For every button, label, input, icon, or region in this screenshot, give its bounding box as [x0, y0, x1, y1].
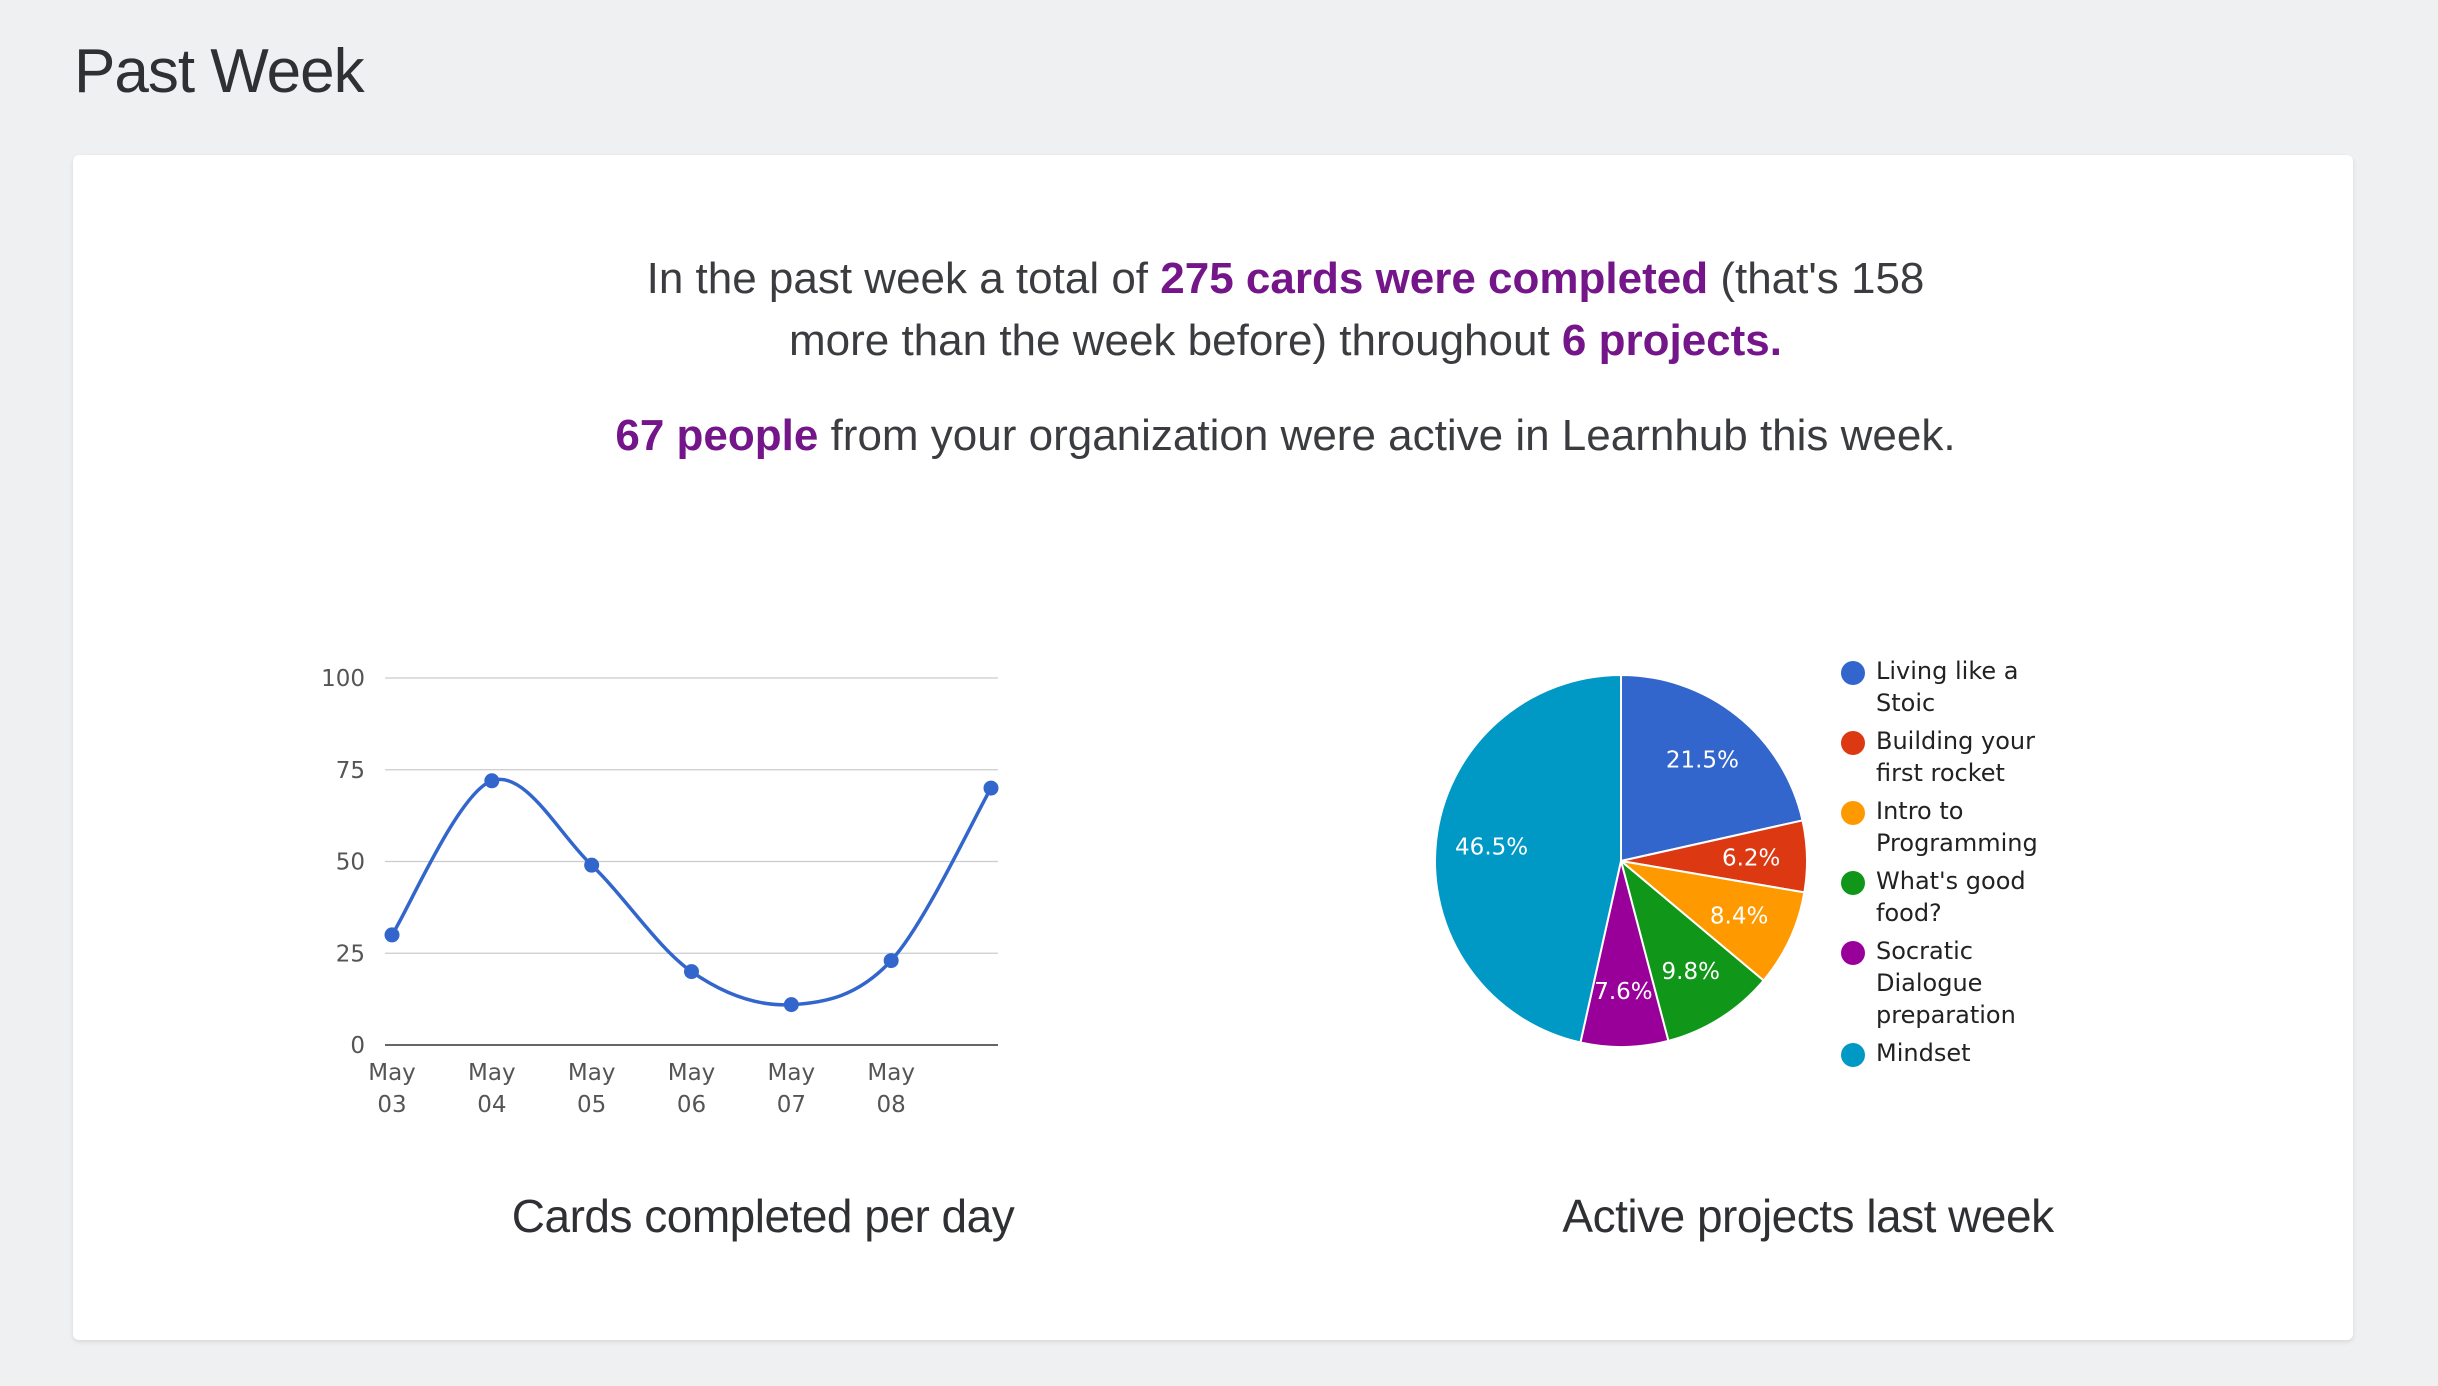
people-count-highlight: 67 people [615, 411, 819, 460]
pie-slice-label: 8.4% [1710, 904, 1768, 930]
summary-cards-text: In the past week a total of 275 cards we… [613, 248, 1958, 372]
legend-swatch [1841, 801, 1865, 825]
past-week-card: In the past week a total of 275 cards we… [73, 155, 2353, 1340]
summary-text-part: from your organization were active in Le… [818, 411, 1956, 460]
legend-label: Living like a Stoic [1876, 657, 2019, 717]
legend-label: Mindset [1876, 1039, 1971, 1067]
legend-item[interactable]: What's good food? [1841, 865, 2076, 929]
pie-slice-label: 46.5% [1455, 835, 1528, 861]
legend-label: Intro to Programming [1876, 797, 2038, 857]
y-tick-label: 100 [321, 666, 365, 692]
projects-count-highlight: 6 projects. [1561, 316, 1782, 365]
legend-swatch [1841, 941, 1865, 965]
summary-text-part: (that's 158 more than the week before) t… [788, 254, 1925, 365]
pie-slice[interactable] [1617, 859, 1806, 982]
x-tick-label: May [368, 1060, 416, 1086]
x-tick-label: May [468, 1060, 516, 1086]
legend-swatch [1841, 871, 1865, 895]
legend-item[interactable]: Building your first rocket [1841, 725, 2076, 789]
x-tick-label: May [768, 1060, 816, 1086]
pie-slice-label: 9.8% [1662, 959, 1720, 985]
y-tick-label: 50 [336, 850, 365, 876]
summary-people-text: 67 people from your organization were ac… [613, 405, 1958, 467]
x-tick-label: 07 [777, 1092, 806, 1118]
data-point[interactable] [484, 773, 500, 789]
x-tick-label: 03 [377, 1092, 406, 1118]
data-point[interactable] [983, 780, 999, 796]
legend-swatch [1841, 661, 1865, 685]
page-title: Past Week [74, 37, 365, 106]
x-tick-label: 04 [477, 1092, 506, 1118]
y-tick-label: 25 [336, 941, 365, 967]
x-tick-label: May [867, 1060, 915, 1086]
pie-slice-label: 6.2% [1722, 846, 1780, 872]
legend-swatch [1841, 731, 1865, 755]
legend-item[interactable]: Intro to Programming [1841, 795, 2076, 859]
x-tick-label: 05 [577, 1092, 606, 1118]
line-chart-title: Cards completed per day [511, 1190, 1015, 1242]
pie-slice[interactable] [1620, 673, 1804, 863]
projects-pie-chart: 21.5% 6.2% 8.4% 9.8% 7.6% 46.5% [1434, 673, 1808, 1048]
legend-item[interactable]: Mindset [1841, 1037, 2076, 1069]
legend-swatch [1841, 1043, 1865, 1067]
legend-label: What's good food? [1876, 867, 2026, 927]
data-point[interactable] [684, 964, 699, 980]
legend-item[interactable]: Socratic Dialogue preparation [1841, 935, 2076, 1031]
pie-slice-label: 21.5% [1666, 747, 1739, 773]
x-tick-label: May [668, 1060, 716, 1086]
x-tick-label: 06 [677, 1092, 706, 1118]
y-tick-label: 0 [350, 1033, 365, 1059]
pie-slice-label: 7.6% [1594, 979, 1652, 1005]
legend-label: Building your first rocket [1876, 727, 2035, 787]
x-tick-label: May [568, 1060, 616, 1086]
pie-slice[interactable] [1434, 673, 1622, 1044]
data-point[interactable] [584, 857, 600, 873]
cards-line-chart: 0 25 50 75 100 May 03 May 04 May 05 May 06 May 07 May 08 [321, 666, 999, 1118]
data-point[interactable] [883, 953, 899, 969]
cards-completed-highlight: 275 cards were completed [1160, 254, 1709, 303]
data-point[interactable] [783, 997, 799, 1013]
data-point[interactable] [384, 927, 400, 943]
x-tick-label: 08 [877, 1092, 906, 1118]
legend-label: Socratic Dialogue preparation [1876, 937, 2016, 1029]
y-tick-label: 75 [336, 758, 365, 784]
pie-chart-title: Active projects last week [1562, 1190, 2054, 1242]
legend-item[interactable]: Living like a Stoic [1841, 655, 2076, 719]
summary-text-part: In the past week a total of [646, 254, 1161, 303]
